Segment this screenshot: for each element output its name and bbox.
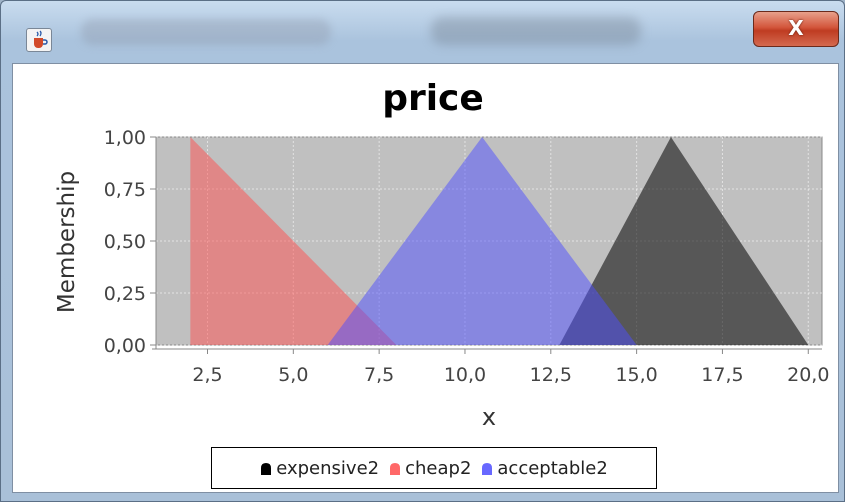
legend-label: expensive2 (276, 457, 380, 479)
legend-swatch-icon (390, 462, 401, 475)
x-tick-label: 10,0 (444, 364, 486, 386)
y-axis-label: Membership (54, 171, 80, 313)
legend-item-acceptable2: acceptable2 (481, 457, 608, 479)
legend-label: acceptable2 (497, 457, 608, 479)
x-tick-label: 15,0 (615, 364, 657, 386)
x-axis-label: x (482, 403, 496, 431)
x-tick-label: 17,5 (701, 364, 743, 386)
x-tick-label: 5,0 (278, 364, 308, 386)
y-tick-label: 0,75 (104, 179, 146, 201)
title-bar[interactable]: X (1, 1, 844, 61)
y-tick-label: 0,25 (104, 283, 146, 305)
close-icon: X (788, 16, 804, 40)
tick-labels: 2,5 5,0 7,5 10,0 12,5 15,0 17,5 20,0 0,00 0,25 0,5… (104, 127, 830, 386)
legend-swatch-icon (261, 462, 272, 475)
blurred-background (81, 19, 331, 45)
series-area-acceptable2 (327, 137, 637, 345)
legend-item-expensive2: expensive2 (260, 458, 379, 479)
x-tick-label: 2,5 (192, 364, 222, 386)
x-tick-label: 12,5 (530, 364, 572, 386)
x-tick-label: 20,0 (787, 364, 829, 386)
x-tick-label: 7,5 (364, 364, 394, 386)
y-tick-label: 0,00 (104, 335, 146, 357)
series-area-cheap2 (190, 137, 397, 345)
legend-swatch-icon (482, 462, 493, 475)
y-tick-label: 0,50 (104, 231, 146, 253)
close-button[interactable]: X (753, 11, 839, 47)
chart-title: price (382, 78, 484, 119)
axes (152, 137, 822, 350)
java-cup-icon[interactable] (26, 28, 52, 52)
series-area-expensive2 (559, 137, 809, 345)
blurred-background (431, 17, 641, 45)
y-tick-label: 1,00 (104, 127, 146, 149)
legend-label: cheap2 (405, 457, 472, 479)
legend-item-cheap2: cheap2 (389, 458, 471, 479)
chart-legend: expensive2 cheap2 acceptable2 (211, 447, 657, 489)
series-areas (190, 137, 809, 345)
